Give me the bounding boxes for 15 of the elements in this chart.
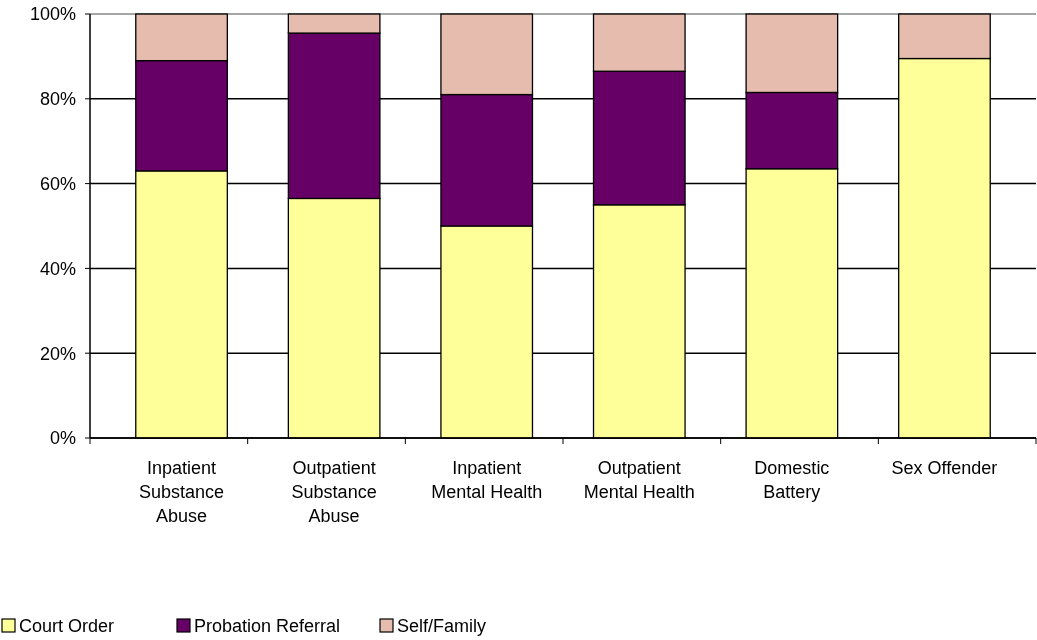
y-tick-label: 20% [39, 343, 76, 364]
x-tick-label: Sex Offender [891, 458, 998, 478]
y-tick-label: 80% [39, 89, 76, 110]
y-tick-label: 60% [39, 173, 76, 194]
legend-label: Court Order [19, 616, 115, 637]
y-tick-label: 100% [29, 4, 76, 25]
y-tick-label: 0% [49, 428, 76, 449]
x-tick-label: Domestic Battery [754, 458, 830, 502]
y-tick-label: 40% [39, 258, 76, 279]
x-tick-label: Outpatient Substance Abuse [291, 458, 377, 526]
legend-label: Self/Family [397, 616, 487, 637]
x-tick-label: Outpatient Mental Health [583, 458, 695, 502]
legend-label: Probation Referral [194, 616, 341, 637]
x-tick-label: Inpatient Substance Abuse [139, 458, 225, 526]
x-tick-label: Inpatient Mental Health [431, 458, 543, 502]
